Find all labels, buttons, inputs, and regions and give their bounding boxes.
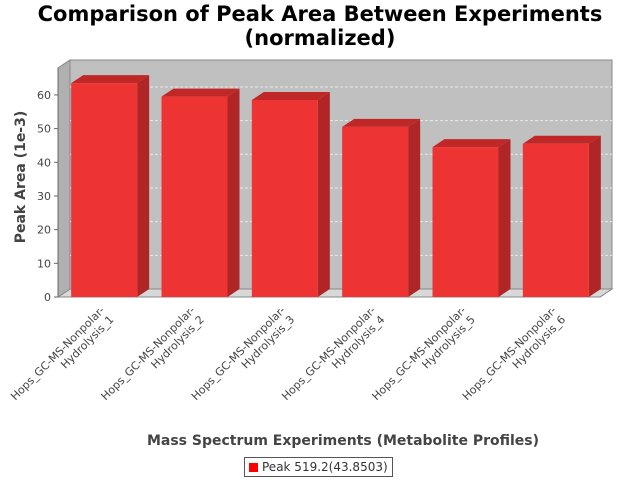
- bar-top: [522, 135, 601, 144]
- legend: Peak 519.2(43.8503): [244, 457, 393, 477]
- x-axis-label: Mass Spectrum Experiments (Metabolite Pr…: [147, 433, 539, 449]
- bar: [522, 135, 601, 297]
- bar-side: [498, 139, 511, 297]
- bar-front: [522, 143, 589, 297]
- bar: [432, 139, 511, 297]
- x-tick-label-line: Hops_GC-MS-Nonpolar-: [99, 304, 198, 403]
- y-tick-label: 40: [37, 156, 51, 169]
- y-axis: 0 10 20 30 40 50 60: [37, 68, 59, 304]
- y-tick-label: 30: [37, 190, 51, 203]
- bar-front: [71, 83, 138, 297]
- bar-top: [432, 139, 511, 148]
- y-tick-label: 20: [37, 224, 51, 237]
- legend-label: Peak 519.2(43.8503): [262, 460, 388, 474]
- bar-front: [432, 147, 499, 297]
- bar-side: [137, 75, 150, 297]
- bar-top: [71, 75, 150, 84]
- x-axis-tick-labels: Hops_GC-MS-Nonpolar-Hydrolysis_1Hops_GC-…: [8, 304, 568, 412]
- y-tick-label: 60: [37, 89, 51, 102]
- bar-top: [342, 118, 421, 127]
- chart-title: Comparison of Peak Area Between Experime…: [0, 2, 640, 50]
- legend-swatch: [249, 462, 258, 472]
- y-tick-label: 0: [44, 291, 51, 304]
- bar-front: [342, 126, 409, 297]
- x-tick-label-line: Hops_GC-MS-Nonpolar-: [279, 304, 378, 403]
- bar: [71, 75, 150, 297]
- bar-top: [251, 91, 330, 100]
- x-tick-label: Hops_GC-MS-Nonpolar-Hydrolysis_6: [460, 304, 568, 412]
- x-tick-label-line: Hops_GC-MS-Nonpolar-: [189, 304, 288, 403]
- bar-top: [161, 88, 240, 97]
- bar: [342, 118, 421, 297]
- bars: [71, 75, 601, 297]
- plot-wall: [57, 59, 71, 298]
- x-tick-label-line: Hops_GC-MS-Nonpolar-: [460, 304, 559, 403]
- y-axis-label: Peak Area (1e-3): [13, 111, 29, 244]
- bar-side: [227, 88, 240, 297]
- bar-front: [251, 99, 318, 297]
- chart-title-line2: (normalized): [244, 26, 396, 50]
- chart-title-line1: Comparison of Peak Area Between Experime…: [37, 2, 603, 26]
- x-tick-label-line: Hops_GC-MS-Nonpolar-: [8, 304, 107, 403]
- y-tick-label: 50: [37, 123, 51, 136]
- bar-front: [161, 96, 228, 297]
- bar-side: [317, 91, 330, 297]
- bar: [161, 88, 240, 297]
- grid-lines: [70, 86, 612, 256]
- y-tick-label: 10: [37, 257, 51, 270]
- x-tick-label-line: Hops_GC-MS-Nonpolar-: [370, 304, 469, 403]
- bar-side: [408, 118, 421, 297]
- bar: [251, 91, 330, 297]
- bar-side: [588, 135, 601, 297]
